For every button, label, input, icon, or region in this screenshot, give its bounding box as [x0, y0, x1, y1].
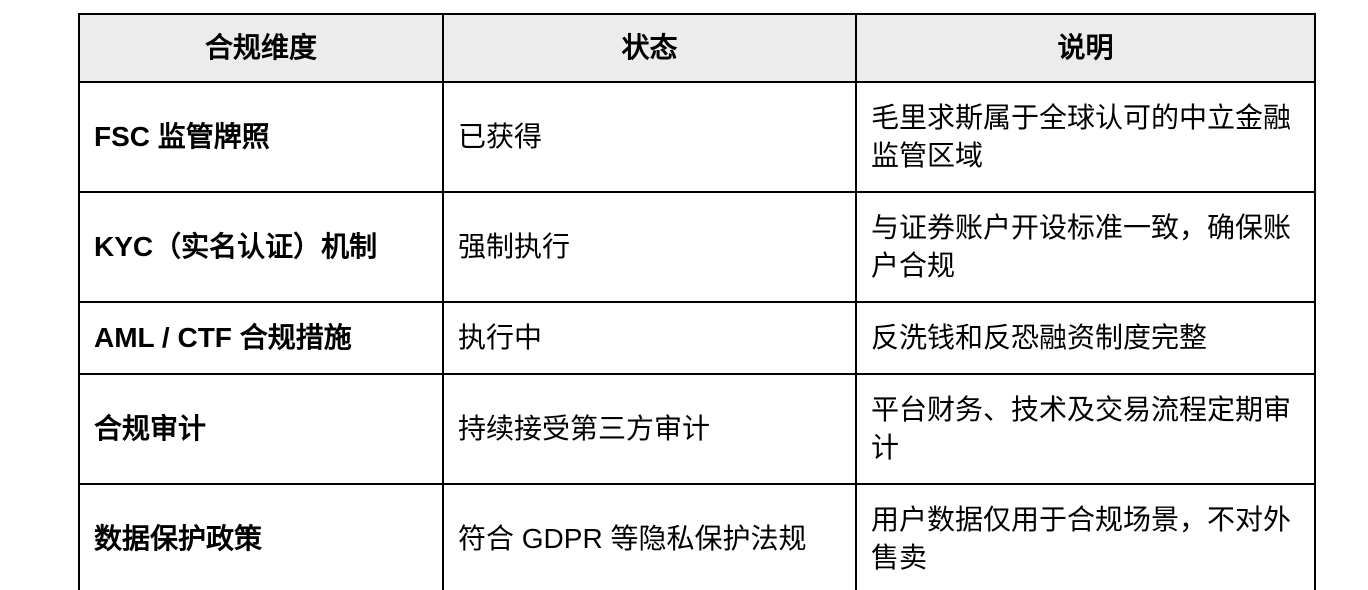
table-row: KYC（实名认证）机制 强制执行 与证券账户开设标准一致，确保账户合规: [78, 191, 1316, 303]
cell-dimension: AML / CTF 合规措施: [78, 301, 444, 375]
cell-dimension: 合规审计: [78, 373, 444, 485]
cell-status: 执行中: [442, 301, 857, 375]
table-header-row: 合规维度 状态 说明: [78, 13, 1316, 83]
table-row: 合规审计 持续接受第三方审计 平台财务、技术及交易流程定期审计: [78, 373, 1316, 485]
header-cell-dimension: 合规维度: [78, 13, 444, 83]
cell-dimension: KYC（实名认证）机制: [78, 191, 444, 303]
cell-description: 与证券账户开设标准一致，确保账户合规: [855, 191, 1316, 303]
cell-status: 强制执行: [442, 191, 857, 303]
compliance-table: 合规维度 状态 说明 FSC 监管牌照 已获得 毛里求斯属于全球认可的中立金融监…: [78, 13, 1316, 590]
cell-description: 平台财务、技术及交易流程定期审计: [855, 373, 1316, 485]
cell-status: 已获得: [442, 81, 857, 193]
cell-status: 符合 GDPR 等隐私保护法规: [442, 483, 857, 590]
cell-status: 持续接受第三方审计: [442, 373, 857, 485]
table-row: AML / CTF 合规措施 执行中 反洗钱和反恐融资制度完整: [78, 301, 1316, 375]
header-cell-status: 状态: [442, 13, 857, 83]
cell-dimension: FSC 监管牌照: [78, 81, 444, 193]
table-row: FSC 监管牌照 已获得 毛里求斯属于全球认可的中立金融监管区域: [78, 81, 1316, 193]
cell-dimension: 数据保护政策: [78, 483, 444, 590]
header-cell-description: 说明: [855, 13, 1316, 83]
cell-description: 用户数据仅用于合规场景，不对外售卖: [855, 483, 1316, 590]
table-row: 数据保护政策 符合 GDPR 等隐私保护法规 用户数据仅用于合规场景，不对外售卖: [78, 483, 1316, 590]
cell-description: 毛里求斯属于全球认可的中立金融监管区域: [855, 81, 1316, 193]
compliance-table-container: 合规维度 状态 说明 FSC 监管牌照 已获得 毛里求斯属于全球认可的中立金融监…: [78, 13, 1316, 590]
cell-description: 反洗钱和反恐融资制度完整: [855, 301, 1316, 375]
